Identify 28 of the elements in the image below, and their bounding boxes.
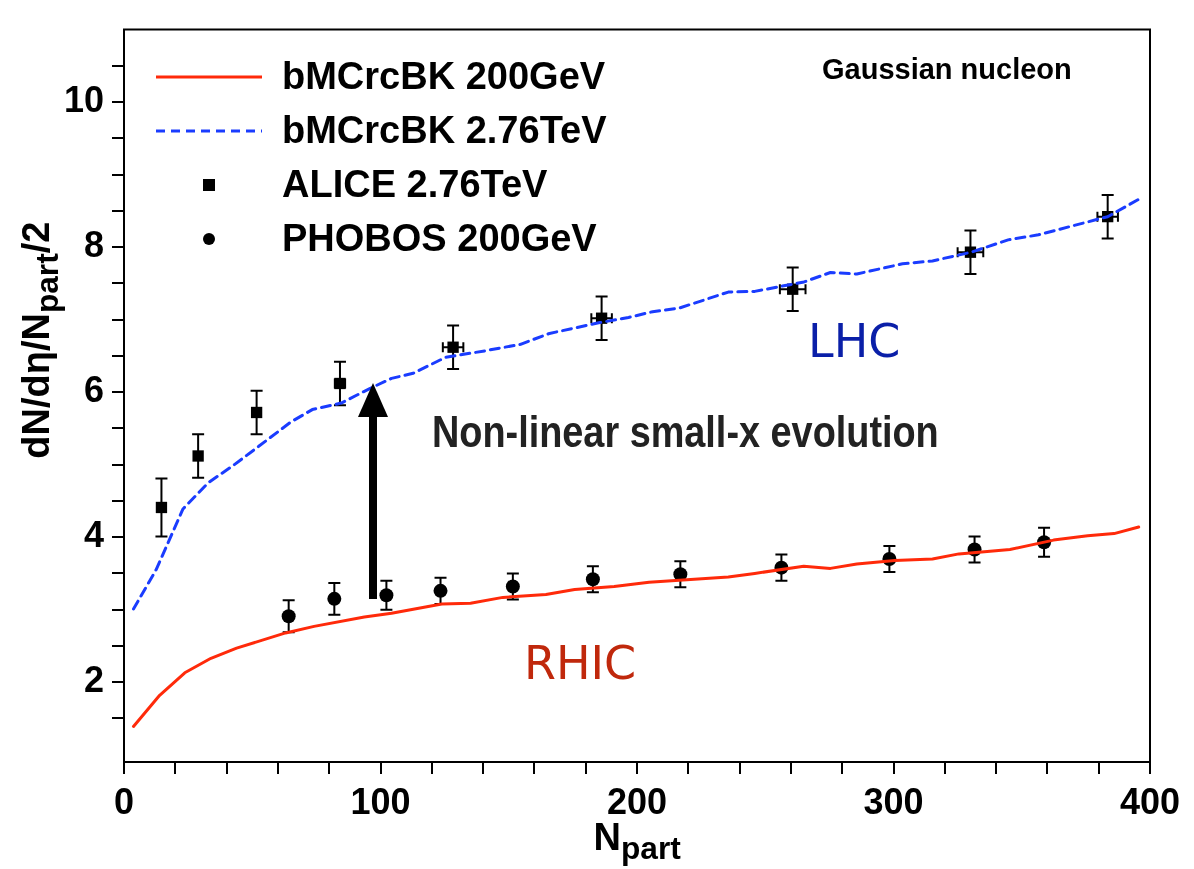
point: [447, 341, 459, 353]
legend-label: ALICE 2.76TeV: [282, 163, 548, 207]
point: [155, 501, 168, 514]
y-tick-label: 4: [83, 514, 104, 556]
point: [250, 406, 263, 419]
line-series: [131, 197, 1141, 611]
point: [327, 591, 342, 606]
annotation: Gaussian nucleon: [822, 53, 1072, 85]
x-tick-label: 0: [113, 780, 135, 822]
annotation: RHIC: [524, 636, 637, 690]
point: [433, 583, 448, 598]
y-tick-label: 2: [83, 659, 104, 701]
point: [379, 588, 394, 603]
annotation: Non-linear small-x evolution: [432, 407, 939, 456]
y-tick-label: 6: [83, 369, 104, 411]
x-tick-label: 100: [350, 780, 411, 822]
x-tick-label: 300: [863, 780, 924, 822]
x-tick-label: 400: [1119, 780, 1181, 822]
legend-label: PHOBOS 200GeV: [282, 217, 597, 261]
legend-label: bMCrcBK 200GeV: [282, 55, 606, 99]
point: [281, 609, 296, 624]
point: [505, 579, 520, 594]
y-tick-label: 8: [83, 224, 104, 266]
annotation: LHC: [808, 314, 901, 368]
point: [192, 450, 204, 462]
legend-label: bMCrcBK 2.76TeV: [282, 109, 607, 153]
point: [585, 572, 600, 587]
y-tick-label: 10: [63, 79, 104, 121]
